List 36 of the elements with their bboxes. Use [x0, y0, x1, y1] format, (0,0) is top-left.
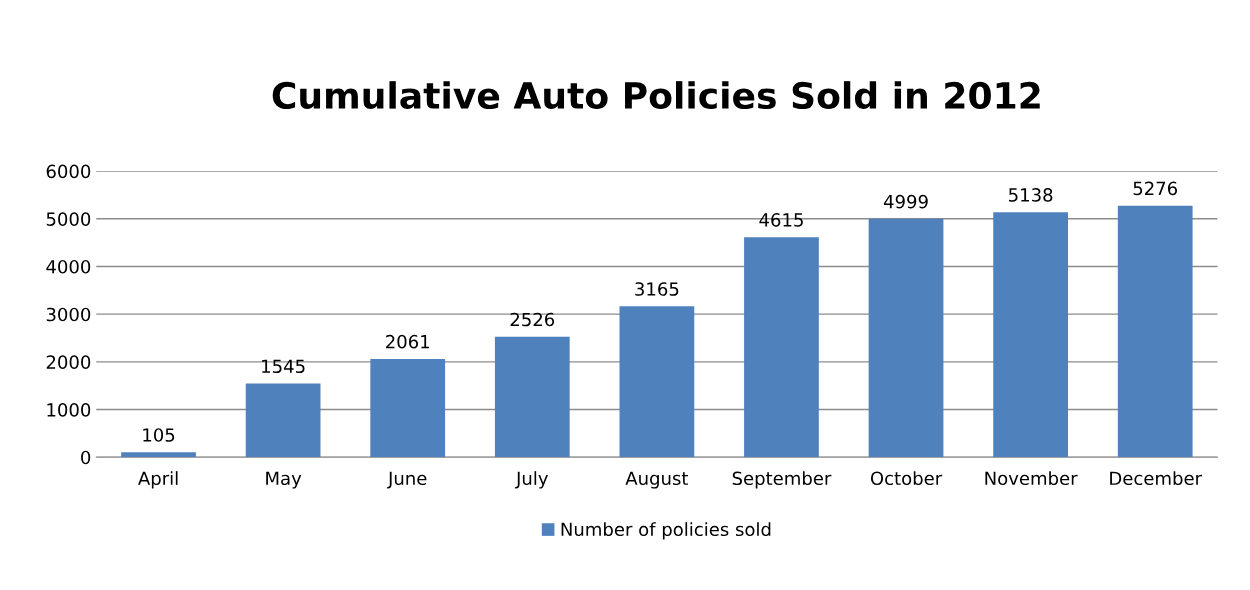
y-tick-label: 2000	[46, 355, 91, 369]
y-tick-label: 3000	[46, 307, 91, 322]
y-tick-label: 4000	[46, 259, 91, 274]
bar	[868, 218, 944, 458]
bar	[370, 358, 446, 458]
bar	[993, 212, 1068, 458]
y-tick-label: 0	[81, 450, 91, 465]
x-tick-label: June	[387, 471, 427, 489]
y-tick-label: 5000	[46, 212, 91, 226]
x-tick-label: October	[870, 471, 943, 486]
bar	[245, 383, 321, 458]
x-tick-label: September	[732, 471, 832, 489]
data-label: 4615	[759, 213, 803, 227]
data-label: 4999	[883, 194, 928, 209]
bar	[1117, 205, 1193, 458]
bar	[121, 452, 196, 458]
y-tick-label: 1000	[47, 403, 91, 417]
data-label: 105	[143, 428, 175, 442]
data-label: 1545	[262, 359, 305, 374]
x-tick-label: August	[625, 471, 689, 489]
bar	[744, 237, 819, 458]
y-tick-label: 6000	[46, 164, 91, 179]
data-label: 2526	[510, 312, 555, 327]
legend-label: Number of policies sold	[561, 522, 771, 540]
x-tick-label: November	[985, 471, 1078, 486]
x-tick-label: December	[1110, 471, 1203, 486]
data-label: 3165	[635, 282, 679, 296]
bar	[619, 306, 695, 458]
data-label: 5138	[1009, 188, 1053, 202]
chart-title: Cumulative Auto Policies Sold in 2012	[272, 81, 1040, 110]
data-label: 2061	[386, 334, 430, 349]
data-label: 5276	[1133, 181, 1178, 196]
x-tick-label: May	[266, 471, 302, 489]
bar	[494, 336, 570, 458]
x-tick-label: July	[515, 471, 548, 489]
x-tick-label: April	[138, 471, 178, 489]
